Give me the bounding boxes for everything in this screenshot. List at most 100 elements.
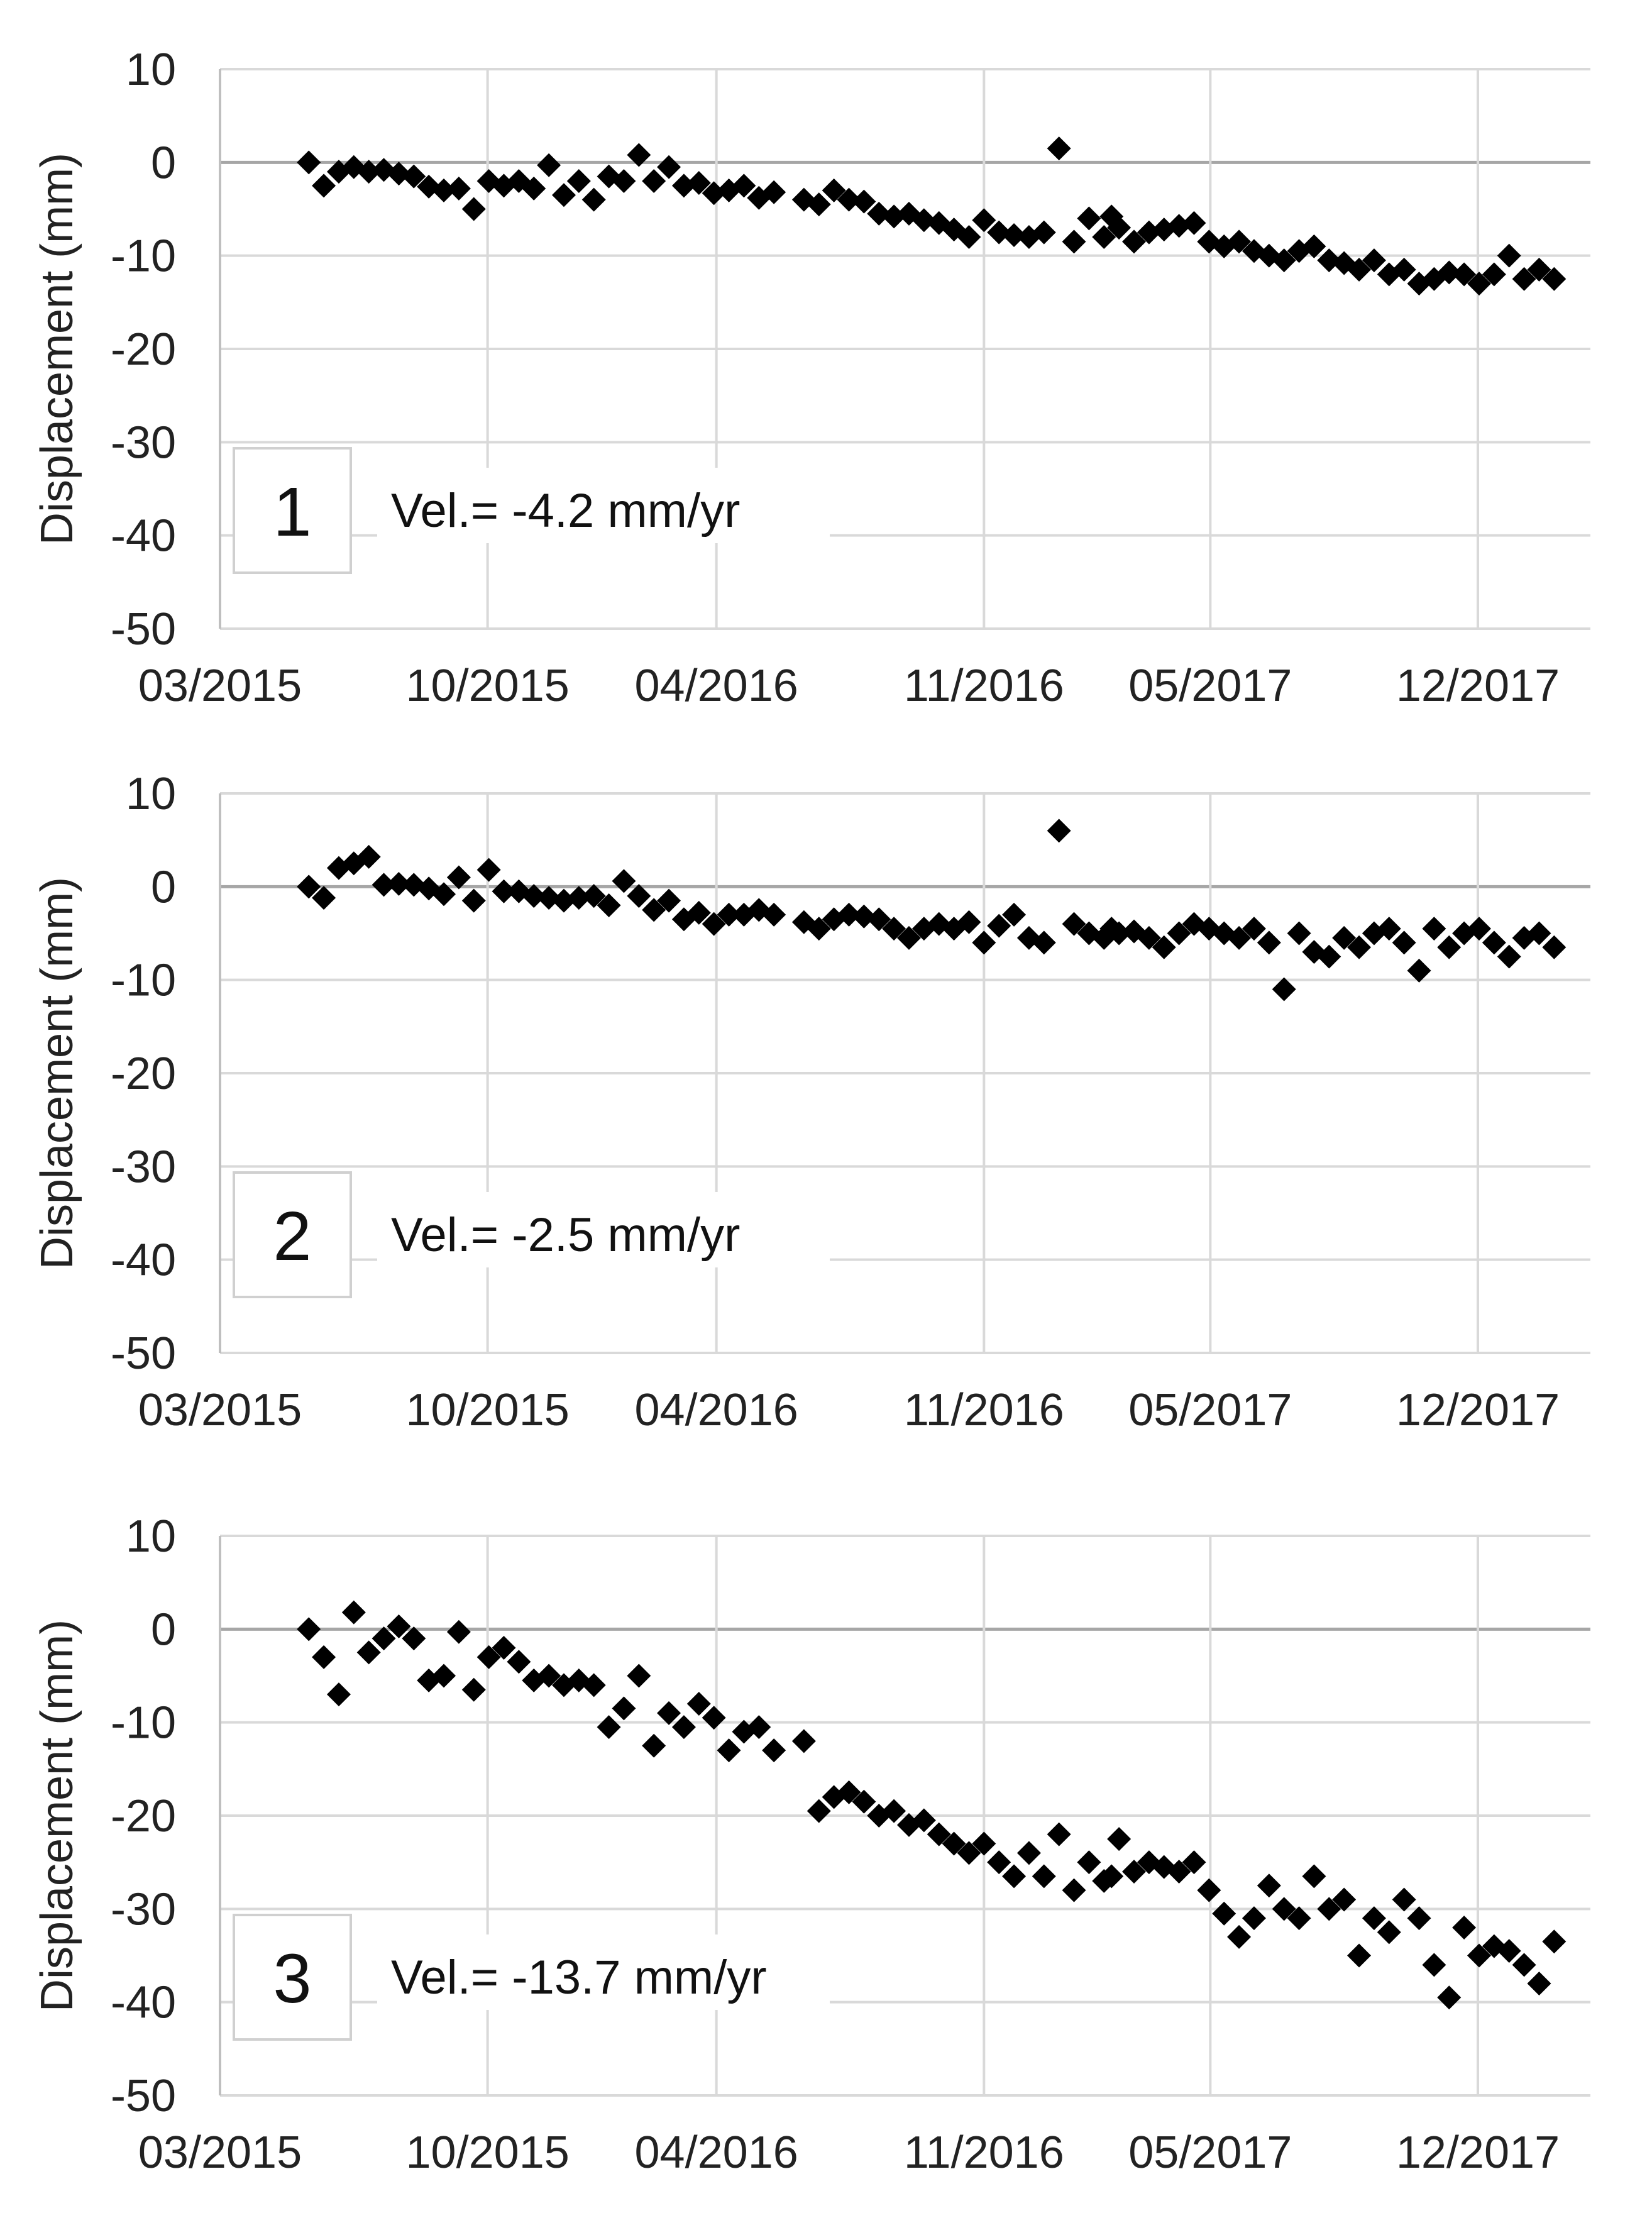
x-tick-label: 04/2016 xyxy=(635,1385,798,1435)
data-point xyxy=(1182,1850,1206,1875)
y-tick-label: -40 xyxy=(111,511,176,561)
data-point xyxy=(356,1640,381,1665)
data-point xyxy=(1467,917,1491,941)
velocity-annotation: Vel.= -2.5 mm/yr xyxy=(391,1208,740,1262)
data-point xyxy=(1137,925,1161,950)
data-point xyxy=(372,1626,396,1651)
data-point xyxy=(1332,1887,1357,1912)
panel-label-box xyxy=(233,447,352,574)
data-point xyxy=(312,1645,336,1669)
data-point xyxy=(341,1600,366,1625)
data-point xyxy=(476,858,501,882)
y-tick-label: -50 xyxy=(111,604,176,654)
x-tick-label: 10/2015 xyxy=(406,2127,570,2178)
data-point xyxy=(1362,1906,1386,1931)
chart-panel-1: 10 0 -10 -20 -30 -40 -50 03/2015 10/2015 04/2016 1… xyxy=(32,45,1590,711)
data-point xyxy=(627,143,651,167)
data-point xyxy=(1467,1943,1491,1968)
data-point xyxy=(957,910,981,934)
x-tick-label: 05/2017 xyxy=(1128,1385,1292,1435)
y-tick-label: -50 xyxy=(111,2071,176,2121)
data-point xyxy=(807,1799,831,1823)
x-tick-label: 10/2015 xyxy=(406,661,570,711)
data-point xyxy=(642,169,666,193)
data-point xyxy=(671,1715,696,1740)
data-point xyxy=(522,884,546,908)
data-point xyxy=(1347,1943,1372,1968)
data-point xyxy=(1302,234,1326,258)
x-tick-label: 05/2017 xyxy=(1128,2127,1292,2178)
annotation-background xyxy=(377,468,830,543)
data-point xyxy=(1121,229,1146,254)
data-point xyxy=(972,1831,996,1856)
data-point xyxy=(356,160,381,184)
data-point xyxy=(1317,248,1341,273)
data-point xyxy=(507,1650,531,1674)
data-point xyxy=(1002,223,1027,248)
data-point xyxy=(642,1733,666,1758)
y-tick-label: 10 xyxy=(126,45,176,95)
y-tick-label: -30 xyxy=(111,1884,176,1934)
data-point xyxy=(791,1729,816,1753)
data-point xyxy=(1272,248,1296,273)
data-point xyxy=(762,902,786,927)
data-point xyxy=(1422,917,1446,941)
data-point xyxy=(1497,944,1521,969)
data-point xyxy=(1107,1827,1132,1851)
data-point xyxy=(1497,1939,1521,1963)
data-point xyxy=(1422,1953,1446,1977)
data-point xyxy=(581,187,606,212)
data-point xyxy=(432,178,456,202)
x-tick-label: 12/2017 xyxy=(1396,661,1560,711)
data-point xyxy=(1527,257,1551,282)
data-point xyxy=(1332,925,1357,950)
x-tick-label: 11/2016 xyxy=(904,1385,1064,1435)
data-point xyxy=(566,886,591,910)
data-point xyxy=(927,1822,951,1846)
x-tick-label: 03/2015 xyxy=(138,661,302,711)
data-point xyxy=(1497,243,1521,268)
y-tick-label: 10 xyxy=(126,1511,176,1562)
annotation-background xyxy=(377,1192,830,1267)
data-point xyxy=(837,187,861,212)
data-point xyxy=(762,1738,786,1763)
y-tick-label: -50 xyxy=(111,1328,176,1379)
data-point xyxy=(942,1831,966,1856)
data-point xyxy=(867,907,891,932)
data-point xyxy=(597,893,621,917)
data-point xyxy=(1542,935,1567,959)
data-point xyxy=(972,930,996,955)
data-point xyxy=(1347,257,1372,282)
data-point xyxy=(1527,1972,1551,1995)
data-point xyxy=(702,181,726,206)
data-point xyxy=(1047,1822,1071,1846)
data-point xyxy=(566,169,591,193)
data-point xyxy=(1047,136,1071,161)
data-point xyxy=(911,208,936,233)
data-point xyxy=(1287,921,1311,946)
data-point xyxy=(1121,1860,1146,1884)
y-tick-label: 0 xyxy=(151,138,176,188)
data-point xyxy=(686,1692,711,1716)
data-point xyxy=(612,1696,636,1721)
data-point xyxy=(446,865,471,890)
data-point xyxy=(1302,1864,1326,1889)
data-point xyxy=(551,888,576,913)
data-point xyxy=(1452,262,1477,287)
x-tick-label: 11/2016 xyxy=(904,2127,1064,2178)
data-point xyxy=(1167,1860,1191,1884)
data-point xyxy=(1512,1953,1536,1977)
data-point xyxy=(702,1706,726,1730)
data-point xyxy=(1197,1878,1221,1902)
data-point xyxy=(1137,220,1161,245)
data-point xyxy=(822,178,846,202)
velocity-annotation: Vel.= -4.2 mm/yr xyxy=(391,484,740,538)
data-point xyxy=(1062,912,1086,936)
velocity-annotation: Vel.= -13.7 mm/yr xyxy=(391,1951,767,2004)
y-tick-label: -10 xyxy=(111,231,176,282)
data-point xyxy=(1272,1897,1296,1921)
data-point xyxy=(1407,958,1431,983)
data-point xyxy=(1257,1874,1281,1898)
y-tick-label: 0 xyxy=(151,862,176,912)
data-point xyxy=(1407,1906,1431,1931)
